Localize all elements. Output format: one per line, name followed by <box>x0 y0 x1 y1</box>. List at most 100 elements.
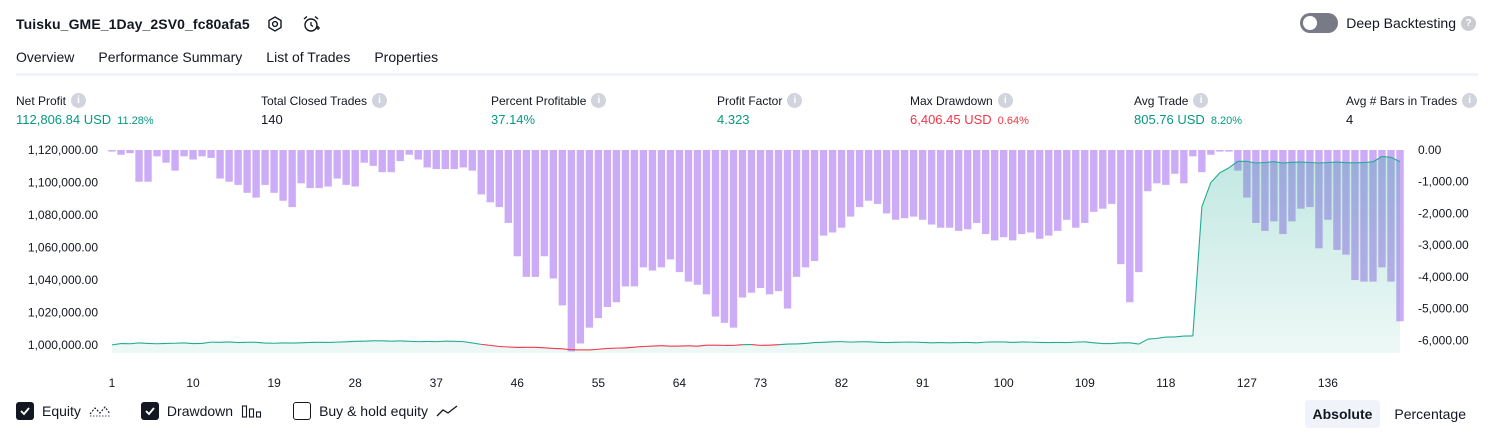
drawdown-bar <box>873 150 882 204</box>
drawdown-bar <box>324 150 332 187</box>
drawdown-bar <box>756 150 765 288</box>
equity-legend-icon <box>89 404 111 418</box>
checkbox-checked[interactable] <box>140 402 159 420</box>
metric-value: 37.14% <box>491 112 536 127</box>
drawdown-bar <box>837 150 846 228</box>
drawdown-bar <box>252 150 260 198</box>
equity-line-segment <box>598 347 608 350</box>
info-icon[interactable]: i <box>997 93 1013 108</box>
equity-line-segment <box>490 344 500 348</box>
right-axis-tick-label: -1,000.00 <box>1418 175 1469 189</box>
equity-line-segment <box>1381 155 1392 158</box>
drawdown-bar <box>621 150 630 287</box>
drawdown-bar <box>459 150 467 168</box>
equity-line-segment <box>1219 167 1230 174</box>
drawdown-bar <box>1009 150 1017 241</box>
tab-list-of-trades[interactable]: List of Trades <box>266 49 351 65</box>
percentage-button[interactable]: Percentage <box>1394 406 1466 422</box>
left-axis-tick-label: 1,100,000.00 <box>28 175 98 189</box>
drawdown-bar <box>414 150 422 160</box>
drawdown-bar <box>801 150 810 268</box>
drawdown-bar <box>189 150 197 160</box>
info-icon[interactable]: i <box>1193 93 1209 108</box>
deep-backtesting-label: Deep Backtesting <box>1346 15 1456 31</box>
drawdown-bar <box>549 150 558 279</box>
drawdown-bar <box>828 150 837 233</box>
drawdown-bar <box>702 150 711 295</box>
left-axis-tick-label: 1,000,000.00 <box>28 338 98 352</box>
drawdown-bar <box>630 150 639 287</box>
drawdown-bar <box>639 150 648 268</box>
info-icon[interactable]: i <box>1462 93 1478 108</box>
settings-icon[interactable] <box>264 13 286 35</box>
drawdown-bar <box>153 150 161 157</box>
drawdown-bar <box>1198 150 1206 173</box>
equity-line-segment <box>1246 160 1256 164</box>
tab-properties[interactable]: Properties <box>374 49 439 65</box>
metric-label: Profit Factor <box>717 93 783 108</box>
checkbox-unchecked[interactable] <box>293 402 312 420</box>
deep-backtesting-toggle[interactable] <box>1300 13 1339 33</box>
drawdown-bar <box>747 150 756 293</box>
drawdown-bar <box>1054 150 1062 231</box>
equity-line-segment <box>472 342 482 345</box>
info-icon[interactable]: i <box>71 93 87 108</box>
info-icon[interactable]: i <box>787 93 803 108</box>
info-icon[interactable]: i <box>591 93 607 108</box>
equity-line-segment <box>733 344 743 346</box>
equity-line-segment <box>1363 161 1374 164</box>
drawdown-bar <box>576 150 585 344</box>
drawdown-bar <box>927 150 936 225</box>
strategy-title: Tuisku_GME_1Day_2SV0_fc80afa5 <box>16 16 250 32</box>
left-axis-tick-label: 1,060,000.00 <box>28 240 98 254</box>
x-axis-tick-label: 55 <box>592 376 606 390</box>
equity-line-segment <box>562 348 572 351</box>
info-icon[interactable]: i <box>372 93 388 108</box>
equity-line-segment <box>1336 161 1346 164</box>
drawdown-bar <box>216 150 224 179</box>
drawdown-bar <box>1153 150 1161 184</box>
drawdown-bar <box>144 150 152 182</box>
drawdown-checkbox[interactable]: Drawdown <box>140 402 263 420</box>
tab-performance-summary[interactable]: Performance Summary <box>98 49 243 65</box>
tab-overview[interactable]: Overview <box>16 47 75 76</box>
equity-line-segment <box>805 342 815 344</box>
drawdown-bar <box>351 150 359 187</box>
drawdown-bar <box>882 150 891 214</box>
x-axis-tick-label: 1 <box>109 376 116 390</box>
equity-line-segment <box>111 343 122 346</box>
equity-drawdown-chart[interactable]: 1,120,000.00 1,100,000.00 1,080,000.00 1,06… <box>0 138 1494 396</box>
metric-value: 112,806.84 USD <box>16 112 112 127</box>
right-axis-tick-label: -3,000.00 <box>1418 238 1469 252</box>
drawdown-bar <box>684 150 693 282</box>
left-axis-tick-label: 1,080,000.00 <box>28 208 98 222</box>
equity-line-segment <box>1174 335 1184 338</box>
drawdown-bar <box>909 150 918 217</box>
help-icon[interactable]: ? <box>1461 15 1476 31</box>
equity-line-segment <box>1201 182 1212 208</box>
drawdown-bar <box>1063 150 1071 220</box>
equity-area <box>112 156 1400 353</box>
metric-profit-factor: Profit Factor i 4.323 <box>717 93 803 127</box>
metrics-row: Net Profit i 112,806.84 USD 11.28% Total C… <box>0 93 1494 133</box>
equity-line-segment <box>1156 336 1166 339</box>
drawdown-bar <box>486 150 494 203</box>
metric-avg-bars-in-trades: Avg # Bars in Trades i 4 <box>1346 93 1478 127</box>
left-axis-tick-label: 1,120,000.00 <box>28 143 98 157</box>
equity-checkbox[interactable]: Equity <box>16 402 111 420</box>
checkbox-checked[interactable] <box>16 402 34 420</box>
drawdown-bar <box>855 150 864 208</box>
right-axis-tick-label: -2,000.00 <box>1418 206 1469 220</box>
metric-net-profit: Net Profit i 112,806.84 USD 11.28% <box>16 93 154 127</box>
drawdown-bar <box>729 150 738 328</box>
tab-divider <box>16 73 1478 76</box>
absolute-button[interactable]: Absolute <box>1304 400 1381 428</box>
buy-hold-equity-checkbox[interactable]: Buy & hold equity <box>293 402 458 420</box>
alarm-add-icon[interactable] <box>300 13 322 35</box>
drawdown-bar <box>1162 150 1170 185</box>
drawdown-bar <box>1135 150 1143 273</box>
metric-total-closed-trades: Total Closed Trades i 140 <box>261 93 388 127</box>
metric-value: 4 <box>1346 112 1354 127</box>
drawdown-bar <box>225 150 233 182</box>
drawdown-bar <box>567 150 576 352</box>
